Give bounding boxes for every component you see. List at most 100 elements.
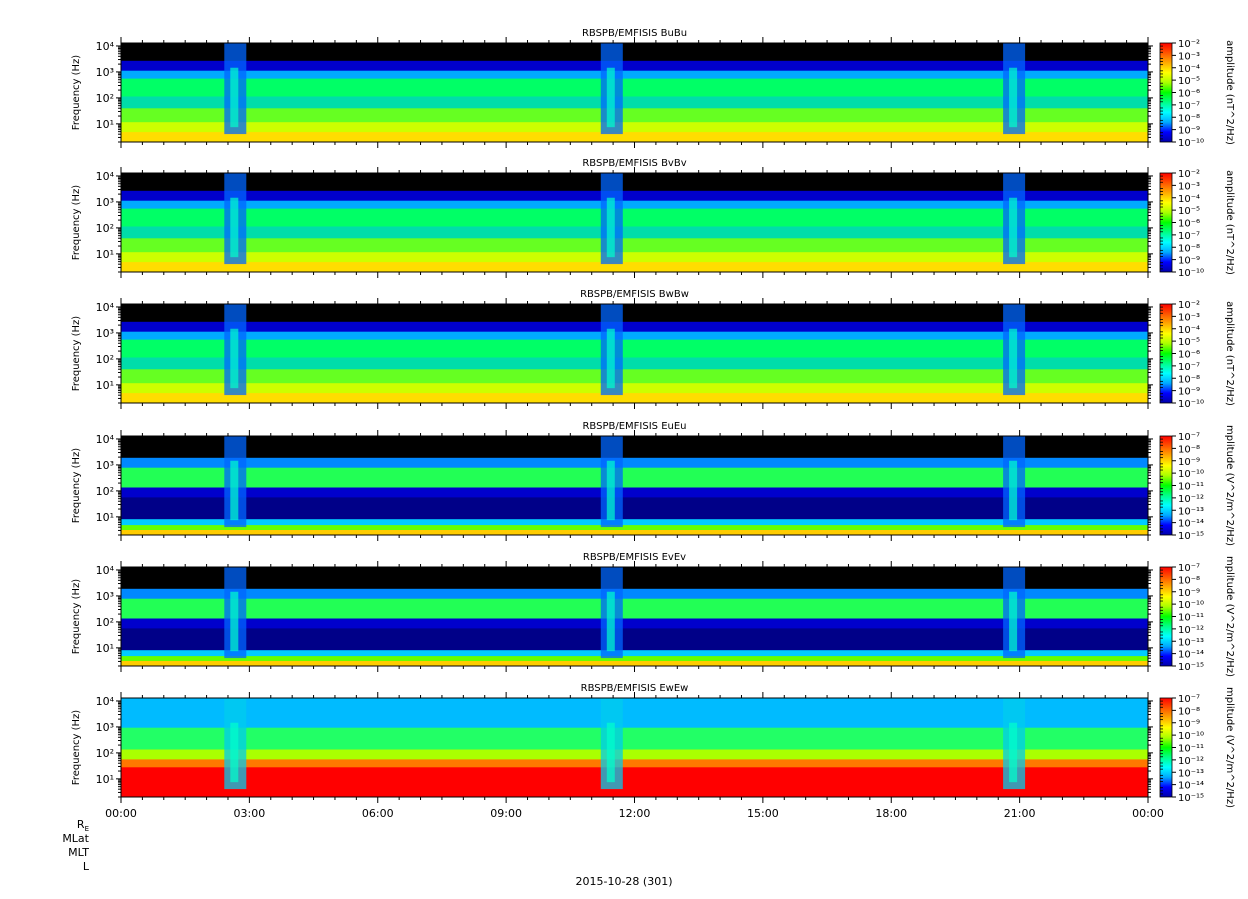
colorbar-tick-label: 10⁻¹³ (1178, 637, 1204, 648)
y-tick-label: 10³ (96, 327, 114, 340)
colorbar-tick-label: 10⁻⁷ (1178, 694, 1200, 705)
y-tick-label: 10¹ (96, 511, 114, 524)
colorbar-evev (1159, 566, 1173, 667)
x-tick-label: 09:00 (490, 807, 522, 820)
footer-label-re: RE (76, 818, 89, 834)
colorbar-tick-label: 10⁻³ (1178, 312, 1200, 323)
x-tick-label: 12:00 (619, 807, 651, 820)
colorbar-tick-label: 10⁻¹⁴ (1178, 650, 1204, 661)
colorbar-tick-label: 10⁻⁸ (1178, 444, 1200, 455)
colorbar-bubu (1159, 42, 1173, 143)
colorbar-tick-label: 10⁻¹⁰ (1178, 469, 1204, 480)
colorbar-tick-label: 10⁻¹² (1178, 625, 1204, 636)
colorbar-tick-label: 10⁻¹⁵ (1178, 793, 1204, 804)
colorbar-tick-label: 10⁻⁵ (1178, 337, 1200, 348)
colorbar-tick-label: 10⁻⁷ (1178, 101, 1200, 112)
colorbar-tick-label: 10⁻¹⁰ (1178, 399, 1204, 410)
colorbar-eueu (1159, 435, 1173, 536)
colorbar-tick-label: 10⁻⁹ (1178, 588, 1200, 599)
colorbar-tick-label: 10⁻⁷ (1178, 432, 1200, 443)
colorbar-tick-label: 10⁻⁵ (1178, 206, 1200, 217)
y-tick-label: 10³ (96, 721, 114, 734)
y-axis-label: Frequency (Hz) (71, 185, 82, 261)
panel-bwbw: RBSPB/EMFISIS BwBw Frequency (Hz) 10⁴ 10³ 10… (71, 289, 1235, 410)
y-tick-label: 10³ (96, 66, 114, 79)
colorbar-tick-label: 10⁻³ (1178, 181, 1200, 192)
y-tick-label: 10³ (96, 459, 114, 472)
colorbar-tick-label: 10⁻⁹ (1178, 387, 1200, 398)
y-tick-label: 10² (96, 485, 114, 498)
panel-bvbv: RBSPB/EMFISIS BvBv Frequency (Hz) 10⁴ 10³ 10… (71, 158, 1235, 279)
panel-eueu: RBSPB/EMFISIS EuEu Frequency (Hz) 10⁴ 10³ 10… (71, 421, 1235, 546)
x-tick-label: 15:00 (747, 807, 779, 820)
colorbar-tick-label: 10⁻⁵ (1178, 76, 1200, 87)
colorbar-tick-label: 10⁻¹³ (1178, 506, 1204, 517)
colorbar-tick-label: 10⁻² (1178, 169, 1200, 180)
y-tick-label: 10² (96, 353, 114, 366)
colorbar-bwbw (1159, 303, 1173, 404)
colorbar-tick-label: 10⁻⁶ (1178, 89, 1200, 100)
colorbar-tick-label: 10⁻⁹ (1178, 719, 1200, 730)
spectrogram-eueu (121, 436, 1148, 536)
y-tick-label: 10² (96, 747, 114, 760)
y-tick-label: 10¹ (96, 248, 114, 261)
colorbar-tick-label: 10⁻⁴ (1178, 64, 1200, 75)
colorbar-label: mplitude (V^2/m^2/Hz) (1224, 556, 1235, 677)
colorbar-tick-label: 10⁻¹⁰ (1178, 268, 1204, 279)
footer-label-mlt: MLT (68, 846, 89, 859)
x-tick-label: 18:00 (875, 807, 907, 820)
colorbar-tick-label: 10⁻¹² (1178, 494, 1204, 505)
colorbar-label: amplitude (nT^2/Hz) (1224, 40, 1235, 145)
colorbar-tick-label: 10⁻¹⁴ (1178, 519, 1204, 530)
colorbar-tick-label: 10⁻¹⁰ (1178, 600, 1204, 611)
spectrogram-bwbw (121, 304, 1148, 404)
y-tick-label: 10⁴ (96, 564, 115, 577)
y-axis-label: Frequency (Hz) (71, 55, 82, 131)
panel-bubu: RBSPB/EMFISIS BuBu Frequency (Hz) 10⁴ 10³ 10… (71, 28, 1235, 149)
panel-title: RBSPB/EMFISIS EuEu (582, 421, 686, 432)
panel-evev: RBSPB/EMFISIS EvEv Frequency (Hz) 10⁴ 10³ 10… (71, 552, 1235, 677)
colorbar-tick-label: 10⁻⁷ (1178, 362, 1200, 373)
colorbar-tick-label: 10⁻⁹ (1178, 256, 1200, 267)
colorbar-tick-label: 10⁻² (1178, 300, 1200, 311)
spectrogram-evev (121, 567, 1148, 667)
y-tick-label: 10⁴ (96, 433, 115, 446)
y-tick-label: 10² (96, 616, 114, 629)
spectrogram-bubu (121, 43, 1148, 143)
colorbar-bvbv (1159, 172, 1173, 273)
y-axis-label: Frequency (Hz) (71, 579, 82, 655)
y-tick-label: 10⁴ (96, 695, 115, 708)
colorbar-tick-label: 10⁻⁶ (1178, 350, 1200, 361)
colorbar-tick-label: 10⁻⁸ (1178, 243, 1200, 254)
colorbar-tick-label: 10⁻⁴ (1178, 325, 1200, 336)
colorbar-tick-label: 10⁻¹¹ (1178, 744, 1204, 755)
colorbar-tick-label: 10⁻¹² (1178, 756, 1204, 767)
colorbar-tick-label: 10⁻⁸ (1178, 575, 1200, 586)
panel-title: RBSPB/EMFISIS BuBu (582, 28, 687, 39)
y-tick-label: 10³ (96, 196, 114, 209)
colorbar-tick-label: 10⁻⁹ (1178, 126, 1200, 137)
colorbar-tick-label: 10⁻¹⁴ (1178, 781, 1204, 792)
y-tick-label: 10¹ (96, 379, 114, 392)
colorbar-tick-label: 10⁻¹¹ (1178, 482, 1204, 493)
x-tick-label: 21:00 (1004, 807, 1036, 820)
colorbar-tick-label: 10⁻⁹ (1178, 457, 1200, 468)
spectrogram-bvbv (121, 173, 1148, 273)
y-tick-label: 10⁴ (96, 170, 115, 183)
footer-label-mlat: MLat (62, 832, 89, 845)
panel-title: RBSPB/EMFISIS BvBv (582, 158, 686, 169)
y-tick-label: 10¹ (96, 773, 114, 786)
y-tick-label: 10² (96, 222, 114, 235)
y-axis-label: Frequency (Hz) (71, 316, 82, 392)
colorbar-label: mplitude (V^2/m^2/Hz) (1224, 687, 1235, 808)
y-tick-label: 10⁴ (96, 40, 115, 53)
colorbar-tick-label: 10⁻¹¹ (1178, 613, 1204, 624)
colorbar-tick-label: 10⁻³ (1178, 51, 1200, 62)
date-label: 2015-10-28 (301) (575, 875, 673, 888)
y-tick-label: 10² (96, 92, 114, 105)
colorbar-tick-label: 10⁻¹³ (1178, 768, 1204, 779)
y-tick-label: 10³ (96, 590, 114, 603)
colorbar-tick-label: 10⁻⁷ (1178, 563, 1200, 574)
colorbar-tick-label: 10⁻⁸ (1178, 374, 1200, 385)
